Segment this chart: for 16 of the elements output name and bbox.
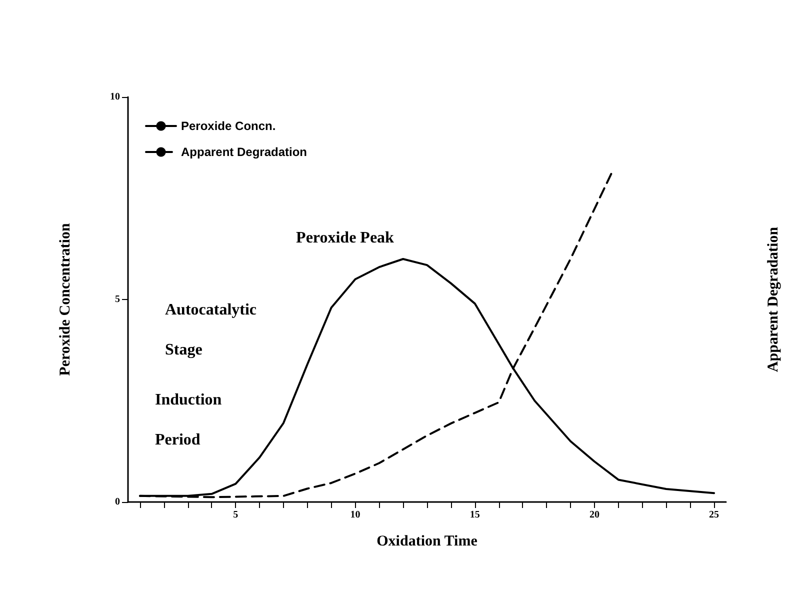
x-axis-title: Oxidation Time	[376, 534, 478, 550]
x-tick-label: 15	[470, 510, 480, 520]
annotation: Peroxide Peak	[296, 230, 394, 246]
legend-label: Apparent Degradation	[181, 145, 308, 159]
y-tick-label: 10	[110, 92, 120, 102]
legend-label: Peroxide Concn.	[181, 119, 276, 133]
y2-axis-title: Apparent Degradation	[766, 226, 782, 372]
x-tick-label: 25	[709, 510, 720, 520]
x-tick-label: 20	[589, 510, 600, 520]
x-tick-label: 10	[350, 510, 360, 520]
y-tick-label: 0	[115, 496, 120, 508]
text: Autocatalytic Stage	[165, 302, 257, 358]
y-tick-label: 5	[115, 294, 120, 305]
x-tick-label: 5	[233, 510, 238, 520]
text: Induction Period	[155, 392, 222, 448]
y-axis-title: Peroxide Concentration	[58, 222, 74, 376]
